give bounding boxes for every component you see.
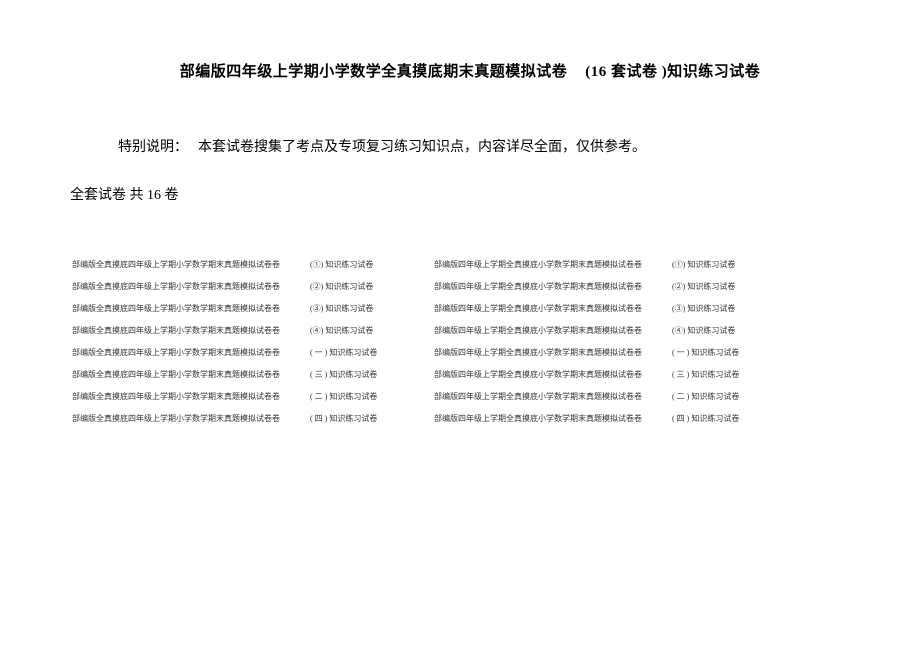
item-title: 部编版四年级上学期全真摸底小学数学期末真题模拟试卷卷: [434, 413, 672, 424]
list-item: 部编版全真摸底四年级上学期小学数学期末真题模拟试卷卷(②) 知识练习试卷: [72, 281, 400, 303]
item-tag: ( 二 ) 知识练习试卷: [310, 391, 400, 402]
list-item: 部编版四年级上学期全真摸底小学数学期末真题模拟试卷卷( 四 ) 知识练习试卷: [434, 413, 762, 435]
item-title: 部编版四年级上学期全真摸底小学数学期末真题模拟试卷卷: [434, 347, 672, 358]
list-item: 部编版全真摸底四年级上学期小学数学期末真题模拟试卷卷(①) 知识练习试卷: [72, 259, 400, 281]
item-tag: (①) 知识练习试卷: [672, 259, 762, 270]
item-tag: ( 二 ) 知识练习试卷: [672, 391, 762, 402]
item-title: 部编版四年级上学期全真摸底小学数学期末真题模拟试卷卷: [434, 259, 672, 270]
note-body: 本套试卷搜集了考点及专项复习练习知识点，内容详尽全面，仅供参考。: [198, 140, 646, 155]
item-tag: ( 三 ) 知识练习试卷: [310, 369, 400, 380]
contents-table: 部编版全真摸底四年级上学期小学数学期末真题模拟试卷卷(①) 知识练习试卷部编版全…: [72, 259, 850, 435]
list-item: 部编版四年级上学期全真摸底小学数学期末真题模拟试卷卷( 一 ) 知识练习试卷: [434, 347, 762, 369]
title-part2: (16 套试卷 )知识练习试卷: [585, 64, 760, 80]
list-item: 部编版四年级上学期全真摸底小学数学期末真题模拟试卷卷( 二 ) 知识练习试卷: [434, 391, 762, 413]
item-tag: (③) 知识练习试卷: [310, 303, 400, 314]
item-title: 部编版全真摸底四年级上学期小学数学期末真题模拟试卷卷: [72, 369, 310, 380]
item-tag: (②) 知识练习试卷: [672, 281, 762, 292]
item-tag: ( 三 ) 知识练习试卷: [672, 369, 762, 380]
total-count: 全套试卷 共 16 卷: [70, 184, 850, 204]
list-item: 部编版四年级上学期全真摸底小学数学期末真题模拟试卷卷(①) 知识练习试卷: [434, 259, 762, 281]
item-tag: (④) 知识练习试卷: [672, 325, 762, 336]
list-item: 部编版全真摸底四年级上学期小学数学期末真题模拟试卷卷( 四 ) 知识练习试卷: [72, 413, 400, 435]
item-tag: ( 一 ) 知识练习试卷: [310, 347, 400, 358]
note-label: 特别说明：: [118, 136, 188, 156]
list-item: 部编版全真摸底四年级上学期小学数学期末真题模拟试卷卷( 二 ) 知识练习试卷: [72, 391, 400, 413]
item-tag: (④) 知识练习试卷: [310, 325, 400, 336]
item-tag: (③) 知识练习试卷: [672, 303, 762, 314]
list-item: 部编版全真摸底四年级上学期小学数学期末真题模拟试卷卷( 三 ) 知识练习试卷: [72, 369, 400, 391]
left-column: 部编版全真摸底四年级上学期小学数学期末真题模拟试卷卷(①) 知识练习试卷部编版全…: [72, 259, 400, 435]
list-item: 部编版四年级上学期全真摸底小学数学期末真题模拟试卷卷(④) 知识练习试卷: [434, 325, 762, 347]
item-title: 部编版四年级上学期全真摸底小学数学期末真题模拟试卷卷: [434, 391, 672, 402]
list-item: 部编版四年级上学期全真摸底小学数学期末真题模拟试卷卷( 三 ) 知识练习试卷: [434, 369, 762, 391]
list-item: 部编版全真摸底四年级上学期小学数学期末真题模拟试卷卷(④) 知识练习试卷: [72, 325, 400, 347]
page-title: 部编版四年级上学期小学数学全真摸底期末真题模拟试卷 (16 套试卷 )知识练习试卷: [90, 60, 850, 81]
item-title: 部编版全真摸底四年级上学期小学数学期末真题模拟试卷卷: [72, 325, 310, 336]
item-title: 部编版全真摸底四年级上学期小学数学期末真题模拟试卷卷: [72, 303, 310, 314]
item-tag: (②) 知识练习试卷: [310, 281, 400, 292]
item-title: 部编版全真摸底四年级上学期小学数学期末真题模拟试卷卷: [72, 391, 310, 402]
item-title: 部编版四年级上学期全真摸底小学数学期末真题模拟试卷卷: [434, 281, 672, 292]
item-title: 部编版四年级上学期全真摸底小学数学期末真题模拟试卷卷: [434, 325, 672, 336]
title-part1: 部编版四年级上学期小学数学全真摸底期末真题模拟试卷: [180, 64, 568, 80]
list-item: 部编版四年级上学期全真摸底小学数学期末真题模拟试卷卷(②) 知识练习试卷: [434, 281, 762, 303]
item-title: 部编版四年级上学期全真摸底小学数学期末真题模拟试卷卷: [434, 369, 672, 380]
item-title: 部编版全真摸底四年级上学期小学数学期末真题模拟试卷卷: [72, 413, 310, 424]
list-item: 部编版四年级上学期全真摸底小学数学期末真题模拟试卷卷(③) 知识练习试卷: [434, 303, 762, 325]
item-title: 部编版全真摸底四年级上学期小学数学期末真题模拟试卷卷: [72, 281, 310, 292]
item-tag: ( 一 ) 知识练习试卷: [672, 347, 762, 358]
item-tag: ( 四 ) 知识练习试卷: [672, 413, 762, 424]
item-tag: ( 四 ) 知识练习试卷: [310, 413, 400, 424]
list-item: 部编版全真摸底四年级上学期小学数学期末真题模拟试卷卷( 一 ) 知识练习试卷: [72, 347, 400, 369]
item-title: 部编版全真摸底四年级上学期小学数学期末真题模拟试卷卷: [72, 347, 310, 358]
item-title: 部编版全真摸底四年级上学期小学数学期末真题模拟试卷卷: [72, 259, 310, 270]
item-tag: (①) 知识练习试卷: [310, 259, 400, 270]
right-column: 部编版四年级上学期全真摸底小学数学期末真题模拟试卷卷(①) 知识练习试卷部编版四…: [434, 259, 762, 435]
special-note: 特别说明： 本套试卷搜集了考点及专项复习练习知识点，内容详尽全面，仅供参考。: [90, 136, 850, 156]
list-item: 部编版全真摸底四年级上学期小学数学期末真题模拟试卷卷(③) 知识练习试卷: [72, 303, 400, 325]
document-page: 部编版四年级上学期小学数学全真摸底期末真题模拟试卷 (16 套试卷 )知识练习试卷…: [0, 0, 920, 435]
item-title: 部编版四年级上学期全真摸底小学数学期末真题模拟试卷卷: [434, 303, 672, 314]
